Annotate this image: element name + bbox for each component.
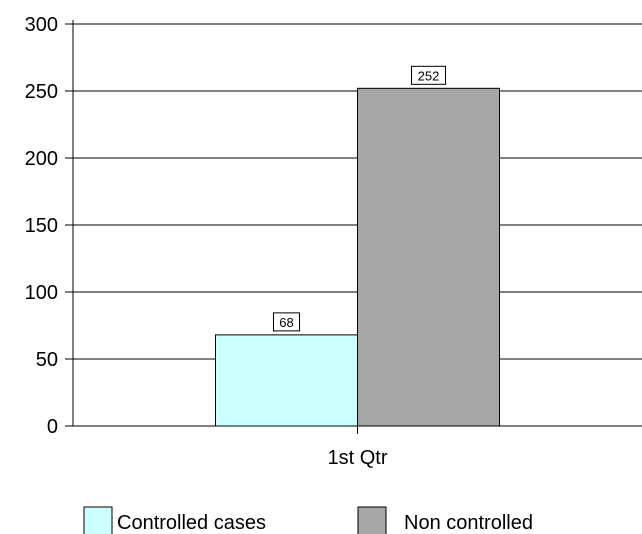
y-tick-label: 0 xyxy=(47,416,58,438)
legend-swatch xyxy=(83,506,113,534)
y-tick-label: 150 xyxy=(25,215,58,237)
y-tick-label: 100 xyxy=(25,282,58,304)
y-tick-label: 200 xyxy=(25,148,58,170)
legend-label: Non controlled xyxy=(404,512,533,534)
data-label-box xyxy=(411,65,446,85)
x-category-label: 1st Qtr xyxy=(327,447,387,469)
y-tick-labels: 0 50 100 150 200 250 300 xyxy=(25,14,58,438)
legend-swatch xyxy=(357,506,387,534)
bar-controlled-cases xyxy=(215,334,358,427)
data-label-box xyxy=(273,312,300,332)
legend-label: Controlled cases xyxy=(117,512,266,534)
data-label: 252 xyxy=(418,68,440,83)
data-labels: 68 252 xyxy=(273,65,446,332)
data-label: 68 xyxy=(279,315,293,330)
y-tick-label: 300 xyxy=(25,14,58,36)
bar-non-controlled xyxy=(357,87,500,427)
x-category-labels: 1st Qtr xyxy=(327,447,387,469)
legend: Controlled cases Non controlled xyxy=(83,506,533,534)
y-tick-label: 50 xyxy=(36,349,58,371)
y-tick-label: 250 xyxy=(25,81,58,103)
bars xyxy=(215,87,500,427)
